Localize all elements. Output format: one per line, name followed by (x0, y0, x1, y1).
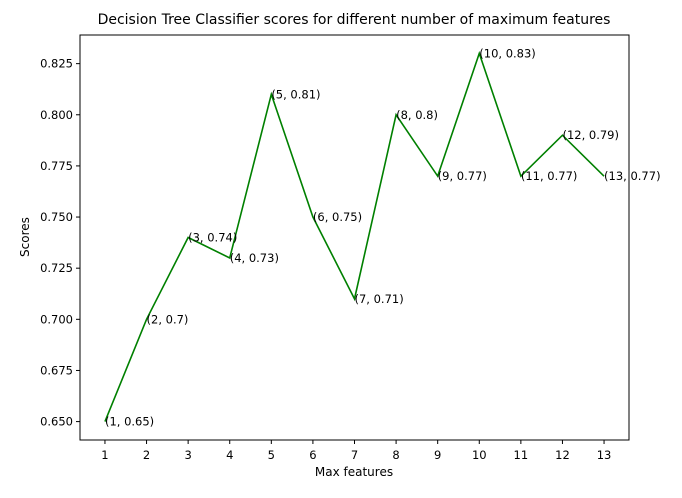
data-label: (13, 0.77) (604, 169, 661, 183)
x-tick-label: 3 (184, 448, 191, 462)
data-label: (4, 0.73) (230, 251, 279, 265)
y-tick-label: 0.775 (40, 159, 73, 173)
y-tick-label: 0.700 (40, 312, 73, 326)
chart-title: Decision Tree Classifier scores for diff… (98, 12, 611, 28)
x-tick-label: 11 (514, 448, 529, 462)
x-axis-label: Max features (315, 465, 393, 479)
x-axis: 1 2 3 4 5 6 7 8 9 10 11 12 13 (101, 440, 611, 462)
data-label: (9, 0.77) (438, 169, 487, 183)
data-label: (6, 0.75) (313, 210, 362, 224)
plot-area (79, 34, 630, 441)
x-tick-label: 9 (434, 448, 441, 462)
x-tick-label: 2 (143, 448, 150, 462)
y-axis: 0.650 0.675 0.700 0.725 0.750 0.775 0.800 0.825 (40, 57, 80, 429)
series-line (104, 50, 605, 422)
x-tick-label: 10 (472, 448, 487, 462)
x-tick-label: 5 (268, 448, 275, 462)
y-tick-label: 0.750 (40, 210, 73, 224)
data-label: (11, 0.77) (521, 169, 578, 183)
data-label: (10, 0.83) (479, 46, 536, 60)
x-tick-label: 8 (392, 448, 399, 462)
data-labels: (1, 0.65) (2, 0.7) (3, 0.74) (4, 0.73) (5, 0… (105, 46, 661, 428)
data-label: (8, 0.8) (396, 108, 438, 122)
data-label: (3, 0.74) (188, 231, 237, 245)
x-tick-label: 13 (597, 448, 612, 462)
y-tick-label: 0.675 (40, 363, 73, 377)
y-tick-label: 0.650 (40, 415, 73, 429)
data-label: (2, 0.7) (147, 312, 189, 326)
x-tick-label: 12 (555, 448, 570, 462)
data-label: (7, 0.71) (355, 292, 404, 306)
y-tick-label: 0.725 (40, 261, 73, 275)
x-tick-label: 7 (351, 448, 358, 462)
y-tick-label: 0.825 (40, 57, 73, 71)
data-label: (12, 0.79) (562, 128, 619, 142)
y-axis-label: Scores (18, 217, 32, 257)
y-tick-label: 0.800 (40, 108, 73, 122)
x-tick-label: 1 (101, 448, 108, 462)
data-label: (1, 0.65) (105, 415, 154, 429)
x-tick-label: 4 (226, 448, 233, 462)
data-label: (5, 0.81) (271, 87, 320, 101)
x-tick-label: 6 (309, 448, 316, 462)
